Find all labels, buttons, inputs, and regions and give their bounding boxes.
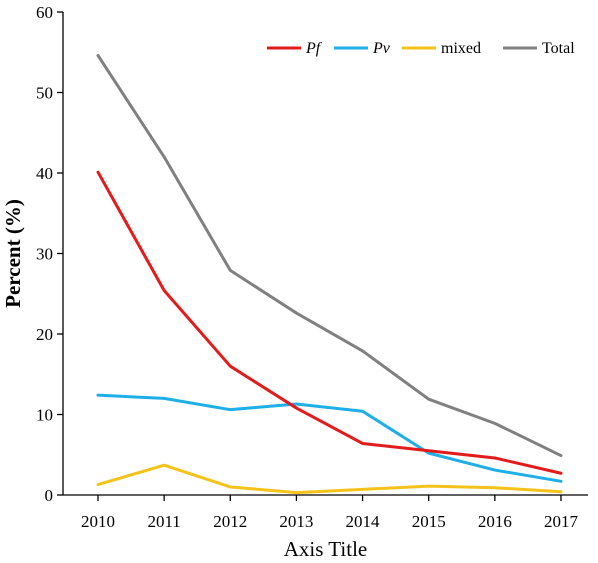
x-axis-title: Axis Title — [284, 537, 367, 561]
x-tick-label: 2010 — [81, 512, 115, 531]
y-axis-ticks: 0 10 20 30 40 50 60 — [36, 3, 63, 505]
y-tick-label: 30 — [36, 245, 53, 264]
series-line-total — [96, 53, 563, 458]
x-tick-label: 2013 — [279, 512, 313, 531]
y-tick-label: 0 — [45, 486, 54, 505]
y-axis-title: Percent (%) — [1, 199, 25, 308]
x-tick-label: 2012 — [213, 512, 247, 531]
legend-label-pv: Pv — [372, 40, 391, 57]
x-tick-label: 2017 — [544, 512, 579, 531]
series-line-pf — [96, 170, 563, 475]
legend: Pf Pv mixed Total — [267, 40, 575, 57]
x-tick-label: 2014 — [346, 512, 381, 531]
legend-label-total: Total — [542, 40, 575, 57]
series-lines — [96, 53, 563, 495]
y-tick-label: 60 — [36, 3, 53, 22]
legend-label-pf: Pf — [305, 40, 323, 57]
series-line-mixed — [96, 463, 563, 495]
y-tick-label: 50 — [36, 84, 53, 103]
series-line-pv — [96, 393, 563, 483]
legend-label-mixed: mixed — [441, 40, 481, 57]
y-tick-label: 20 — [36, 325, 53, 344]
y-tick-label: 10 — [36, 406, 53, 425]
y-tick-label: 40 — [36, 164, 53, 183]
x-tick-label: 2016 — [478, 512, 512, 531]
x-axis-ticks: 2010 2011 2012 2013 2014 2015 2016 2017 — [81, 495, 578, 531]
x-tick-label: 2015 — [412, 512, 446, 531]
x-tick-label: 2011 — [147, 512, 180, 531]
